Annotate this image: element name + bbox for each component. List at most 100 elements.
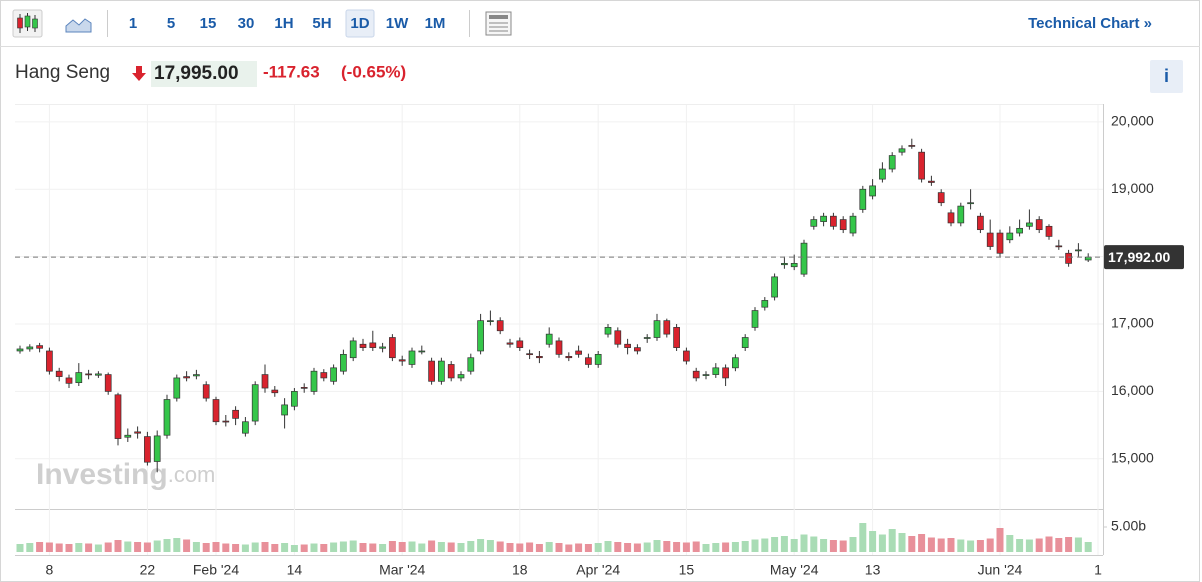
x-tick-label: 15 — [679, 562, 695, 578]
candle-body — [261, 374, 269, 389]
candle-body — [614, 330, 622, 345]
candle-body — [996, 232, 1004, 254]
candle-body — [928, 180, 935, 183]
volume-bar — [447, 542, 455, 552]
volume-bar — [584, 544, 592, 552]
candle-body — [36, 345, 43, 349]
area-type-button[interactable] — [65, 18, 92, 33]
interval-button[interactable]: 1 — [129, 15, 137, 32]
candle-body — [751, 310, 759, 328]
layout-button[interactable] — [485, 11, 512, 36]
candle-body — [212, 399, 220, 423]
volume-bar — [996, 528, 1004, 552]
volume-bar — [888, 529, 896, 552]
volume-bar — [702, 544, 710, 552]
volume-bar — [526, 542, 534, 552]
candle-body — [859, 188, 867, 210]
technical-chart-link[interactable]: Technical Chart » — [1028, 15, 1152, 32]
down-arrow — [132, 66, 146, 81]
volume-bar — [349, 540, 357, 552]
interval-button[interactable]: 5 — [167, 15, 175, 32]
interval-button[interactable]: 30 — [238, 15, 255, 32]
volume-bar — [555, 543, 563, 552]
volume-bar — [1025, 539, 1033, 552]
volume-bar — [722, 542, 730, 552]
volume-bar — [780, 536, 788, 552]
volume-bar — [1006, 535, 1014, 552]
candle-body — [810, 219, 818, 227]
volume-bar — [379, 544, 387, 552]
volume-bar — [1074, 537, 1082, 552]
candle-body — [604, 327, 612, 335]
candle-body — [536, 356, 543, 359]
candle-body — [310, 370, 318, 392]
y-tick-label: 20,000 — [1111, 113, 1154, 129]
price-change: -117.63 — [263, 62, 320, 81]
volume-bar — [281, 543, 289, 552]
volume-bar — [957, 539, 965, 552]
volume-bar — [457, 543, 465, 552]
area-icon — [65, 18, 92, 33]
interval-button[interactable]: 1D — [350, 15, 369, 32]
volume-bar — [810, 536, 818, 552]
volume-bar — [1084, 542, 1092, 552]
volume-bar — [339, 541, 347, 552]
active-interval — [345, 9, 375, 38]
volume-bar — [437, 542, 445, 552]
candle-body — [673, 327, 680, 348]
candle-body — [428, 360, 435, 382]
x-tick-label: 8 — [46, 562, 54, 578]
candle-body — [65, 377, 73, 384]
candle-body — [545, 333, 553, 345]
volume-bar — [477, 539, 485, 552]
interval-button[interactable]: 1W — [386, 15, 409, 32]
candle-body — [242, 421, 249, 434]
candle-body — [477, 320, 484, 352]
candle-body — [986, 232, 994, 247]
candle-body — [761, 300, 769, 308]
volume-bar — [202, 543, 210, 552]
candle-body — [1055, 245, 1063, 248]
candle-body — [320, 372, 328, 379]
price-tag — [1104, 245, 1184, 270]
interval-button[interactable]: 5H — [312, 15, 331, 32]
candle-body — [359, 343, 367, 348]
volume-bar — [682, 542, 690, 552]
candle-body — [937, 192, 945, 204]
volume-bar — [26, 543, 34, 552]
candle-body — [526, 353, 533, 356]
candle-body — [281, 404, 288, 416]
x-tick-label: Feb '24 — [193, 562, 239, 578]
candle-body — [722, 367, 729, 379]
candle-body — [565, 356, 573, 359]
volume-bar — [192, 542, 200, 552]
watermark-text: Investing.com — [36, 458, 215, 491]
candle-body — [585, 357, 592, 365]
y-tick-label: 15,000 — [1111, 450, 1154, 466]
volume-bar — [222, 543, 230, 552]
volume-bar — [271, 544, 279, 552]
candle-body — [1026, 222, 1033, 227]
candle-body — [830, 215, 837, 227]
interval-button[interactable]: 15 — [200, 15, 217, 32]
candle-body — [643, 337, 651, 339]
info-button[interactable]: i — [1150, 60, 1183, 93]
candle-body — [1065, 252, 1072, 264]
price-tag-label: 17,992.00 — [1108, 249, 1170, 265]
volume-bar — [624, 543, 632, 552]
volume-bar — [300, 544, 308, 552]
candle-type-button[interactable] — [12, 9, 43, 38]
volume-bar — [614, 542, 622, 552]
x-tick-label: Apr '24 — [576, 562, 620, 578]
volume-bar — [36, 542, 44, 552]
interval-button[interactable]: 1M — [425, 15, 446, 32]
y-tick-label: 16,000 — [1111, 382, 1154, 398]
candle-body — [967, 202, 974, 205]
candle-body — [820, 215, 827, 222]
candle-body — [104, 374, 112, 392]
interval-button[interactable]: 1H — [274, 15, 293, 32]
volume-bar — [408, 541, 416, 552]
volume-bar — [153, 540, 161, 552]
candle-body — [16, 348, 24, 352]
volume-bar — [1065, 537, 1073, 552]
